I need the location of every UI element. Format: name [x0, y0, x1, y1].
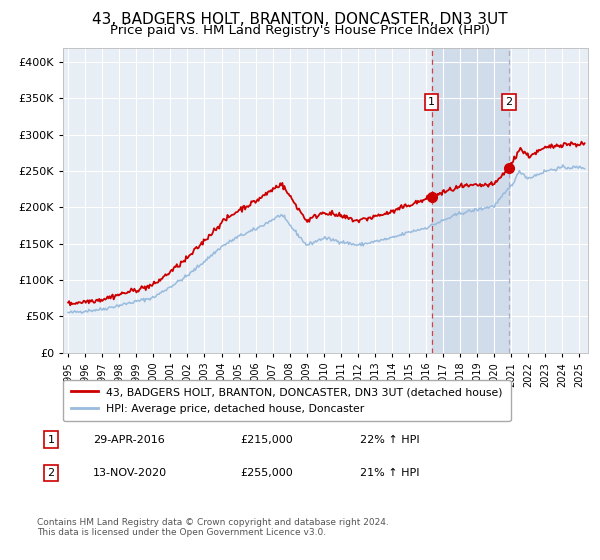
Text: £215,000: £215,000	[240, 435, 293, 445]
Text: 2: 2	[47, 468, 55, 478]
Bar	[431, 48, 509, 353]
Text: £255,000: £255,000	[240, 468, 293, 478]
Text: Contains HM Land Registry data © Crown copyright and database right 2024.
This d: Contains HM Land Registry data © Crown c…	[37, 518, 389, 538]
Text: 13-NOV-2020: 13-NOV-2020	[93, 468, 167, 478]
Text: 22% ↑ HPI: 22% ↑ HPI	[360, 435, 419, 445]
Text: 43, BADGERS HOLT, BRANTON, DONCASTER, DN3 3UT: 43, BADGERS HOLT, BRANTON, DONCASTER, DN…	[92, 12, 508, 27]
Text: Price paid vs. HM Land Registry's House Price Index (HPI): Price paid vs. HM Land Registry's House …	[110, 24, 490, 37]
Text: 29-APR-2016: 29-APR-2016	[93, 435, 165, 445]
Text: 1: 1	[428, 97, 435, 107]
Legend: 43, BADGERS HOLT, BRANTON, DONCASTER, DN3 3UT (detached house), HPI: Average pri: 43, BADGERS HOLT, BRANTON, DONCASTER, DN…	[63, 380, 511, 421]
Text: 1: 1	[47, 435, 55, 445]
Text: 21% ↑ HPI: 21% ↑ HPI	[360, 468, 419, 478]
Text: 2: 2	[506, 97, 512, 107]
